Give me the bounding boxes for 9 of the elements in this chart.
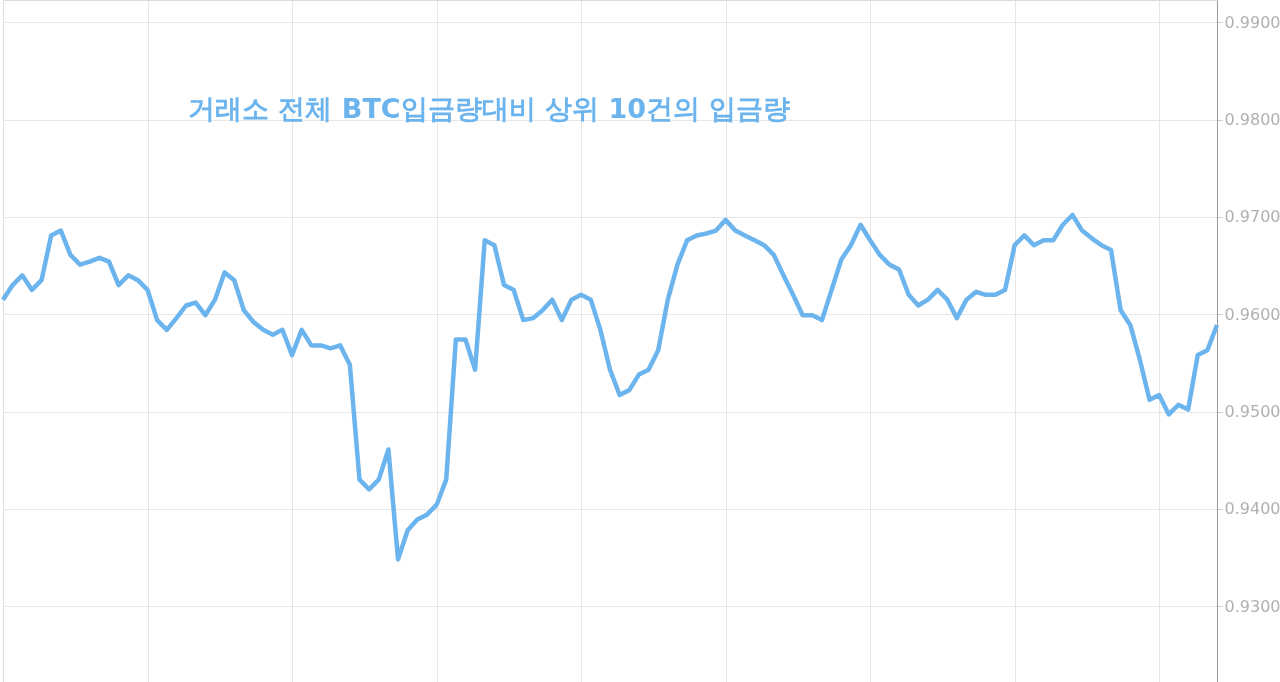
y-tick-label: 0.9300 xyxy=(1224,596,1280,616)
text: 거래소 전체 BTC입금량대비 상위 10건의 입금량 xyxy=(188,93,791,124)
y-tick-label: 0.9900 xyxy=(1224,12,1280,32)
y-tick-label: 0.9400 xyxy=(1224,499,1280,519)
y-tick-label: 0.9700 xyxy=(1224,207,1280,227)
line-series xyxy=(0,212,1220,562)
y-tick-label: 0.9600 xyxy=(1224,304,1280,324)
y-tick-label: 0.9500 xyxy=(1224,402,1280,422)
y-tick-label: 0.9800 xyxy=(1224,110,1280,130)
